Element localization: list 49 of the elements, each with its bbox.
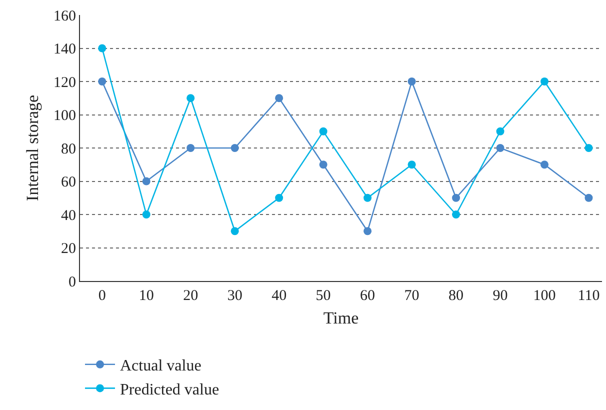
y-tick-label: 40 xyxy=(61,208,76,224)
point xyxy=(142,210,150,218)
point xyxy=(275,94,284,102)
point xyxy=(142,177,150,186)
point xyxy=(230,227,239,236)
y-tick-label: 80 xyxy=(61,141,76,158)
y-tick-label: 0 xyxy=(68,274,76,290)
x-tick-label: 20 xyxy=(183,288,198,304)
point xyxy=(584,144,593,152)
legend-label: Predicted value xyxy=(120,381,220,398)
x-tick-label: 60 xyxy=(360,288,376,304)
point xyxy=(364,227,372,236)
y-tick-label: 60 xyxy=(61,174,76,190)
point xyxy=(98,44,106,52)
y-tick-label: 160 xyxy=(54,8,76,24)
point xyxy=(275,194,284,202)
x-tick-label: 100 xyxy=(533,288,556,304)
x-tick-label: 30 xyxy=(227,288,242,304)
point xyxy=(452,210,460,218)
point xyxy=(319,127,328,136)
point xyxy=(186,94,195,102)
x-tick-label: 70 xyxy=(404,288,420,304)
y-tick-label: 100 xyxy=(54,108,76,124)
x-tick-label: 10 xyxy=(138,288,154,304)
point xyxy=(496,127,504,136)
x-tick-label: 40 xyxy=(272,288,287,304)
y-axis-title: Internal storage xyxy=(23,94,42,202)
y-tick-label: 140 xyxy=(54,42,76,58)
point xyxy=(584,194,593,202)
x-tick-label: 0 xyxy=(98,288,106,304)
point xyxy=(496,144,504,152)
x-tick-label: 80 xyxy=(448,288,464,304)
point xyxy=(98,78,106,86)
x-tick-label: 50 xyxy=(316,288,331,304)
x-tick-label: 110 xyxy=(578,288,600,304)
point xyxy=(540,78,548,86)
y-tick-label: 20 xyxy=(61,241,76,257)
point xyxy=(408,78,416,86)
point xyxy=(186,144,195,152)
x-axis-title: Time xyxy=(323,308,359,328)
point xyxy=(452,194,460,202)
y-tick-label: 120 xyxy=(54,74,76,91)
legend-label: Actual value xyxy=(120,358,202,375)
point xyxy=(230,144,239,152)
point xyxy=(364,194,372,202)
point xyxy=(408,160,416,169)
point xyxy=(319,160,328,169)
x-tick-label: 90 xyxy=(492,288,508,304)
point xyxy=(540,160,548,169)
